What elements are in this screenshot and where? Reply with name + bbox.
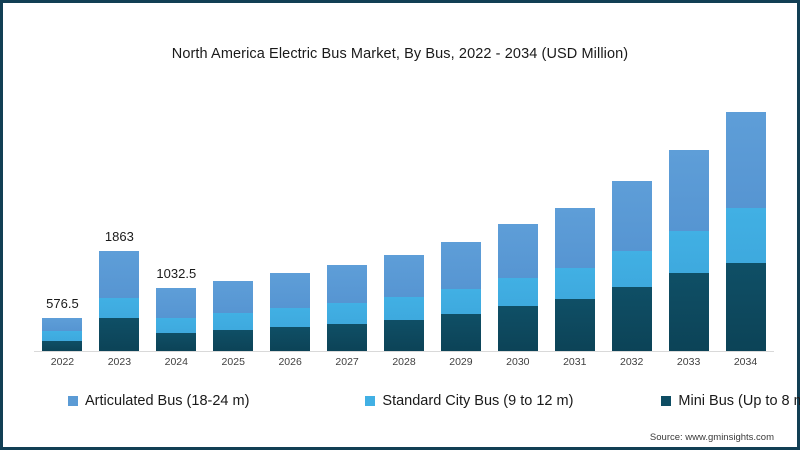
bar-column[interactable] — [432, 86, 489, 351]
stacked-bar[interactable] — [725, 112, 766, 351]
bar-segment[interactable] — [213, 281, 254, 313]
bar-segment[interactable] — [156, 318, 197, 333]
stacked-bar[interactable] — [440, 242, 481, 351]
bar-segment[interactable] — [327, 303, 368, 324]
x-axis-tick-labels: 2022 2023 2024 2025 2026 2027 2028 2029 2030 2031… — [34, 356, 774, 368]
x-axis-tick-label: 2026 — [278, 356, 302, 368]
bar-segment[interactable] — [42, 331, 83, 341]
bar-column[interactable] — [603, 86, 660, 351]
x-axis-tick-label: 2032 — [620, 356, 644, 368]
bar-segment[interactable] — [611, 251, 652, 287]
legend-label: Standard City Bus (9 to 12 m) — [382, 393, 574, 409]
bar-segment[interactable] — [99, 251, 140, 298]
bar-segment[interactable] — [383, 255, 424, 297]
x-axis-tick-label: 2030 — [506, 356, 530, 368]
bar-value-label: 1863 — [104, 229, 134, 244]
legend-item-mini-bus[interactable]: Mini Bus (Up to 8 m) — [661, 393, 800, 409]
source-attribution: Source: www.gminsights.com — [649, 432, 774, 443]
bar-segment[interactable] — [99, 318, 140, 351]
bar-column[interactable] — [546, 86, 603, 351]
bar-value-label: 576.5 — [46, 296, 79, 311]
stacked-bar[interactable] — [156, 288, 197, 351]
x-axis-tick-label: 2031 — [563, 356, 587, 368]
legend-swatch-icon — [68, 396, 78, 406]
chart-legend: Articulated Bus (18-24 m) Standard City … — [34, 393, 800, 409]
bar-segment[interactable] — [270, 308, 311, 327]
bar-column[interactable]: 1863 — [91, 86, 148, 351]
bar-segment[interactable] — [213, 313, 254, 330]
bar-segment[interactable] — [42, 318, 83, 331]
x-axis-tick-label: 2033 — [676, 356, 701, 368]
bar-segment[interactable] — [213, 330, 254, 351]
x-axis-tick-label: 2022 — [50, 356, 75, 368]
bar-segment[interactable] — [554, 299, 595, 351]
bar-segment[interactable] — [611, 181, 652, 251]
legend-swatch-icon — [661, 396, 672, 406]
bar-segment[interactable] — [725, 208, 766, 263]
bar-segment[interactable] — [497, 278, 538, 306]
bar-segment[interactable] — [440, 242, 481, 289]
x-axis-tick-label: 2027 — [335, 356, 359, 368]
stacked-bar[interactable] — [554, 208, 595, 351]
chart-title: North America Electric Bus Market, By Bu… — [171, 46, 629, 62]
bar-column[interactable] — [205, 86, 262, 351]
x-axis-tick-label: 2028 — [392, 356, 416, 368]
stacked-bar[interactable] — [99, 251, 140, 351]
bar-segment[interactable] — [99, 298, 140, 318]
x-axis-tick-label: 2025 — [221, 356, 245, 368]
bar-segment[interactable] — [270, 273, 311, 308]
bar-column[interactable]: 576.5 — [34, 86, 91, 351]
bar-segment[interactable] — [668, 231, 709, 273]
bar-segment[interactable] — [554, 268, 595, 299]
bar-column[interactable] — [660, 86, 717, 351]
bar-segment[interactable] — [327, 265, 368, 303]
legend-label: Articulated Bus (18-24 m) — [85, 393, 250, 409]
bar-segment[interactable] — [554, 208, 595, 268]
stacked-bar[interactable] — [383, 255, 424, 351]
bar-segment[interactable] — [497, 224, 538, 278]
bar-segment[interactable] — [497, 306, 538, 351]
bar-segment[interactable] — [440, 289, 481, 314]
bar-segment[interactable] — [327, 324, 368, 351]
stacked-bar[interactable] — [497, 224, 538, 351]
legend-item-standard-city-bus[interactable]: Standard City Bus (9 to 12 m) — [365, 393, 573, 409]
bar-segment[interactable] — [725, 263, 766, 351]
legend-label: Mini Bus (Up to 8 m) — [678, 393, 800, 409]
x-axis-tick-label: 2024 — [164, 356, 188, 368]
bar-column[interactable] — [489, 86, 546, 351]
x-axis-tick-label: 2029 — [449, 356, 473, 368]
stacked-bar[interactable] — [668, 150, 709, 351]
bar-column[interactable] — [376, 86, 433, 351]
stacked-bar[interactable] — [327, 265, 368, 351]
chart-canvas: North America Electric Bus Market, By Bu… — [8, 8, 800, 443]
legend-swatch-icon — [365, 396, 376, 406]
bar-segment[interactable] — [725, 112, 766, 208]
bar-column[interactable] — [319, 86, 376, 351]
bar-segment[interactable] — [383, 320, 424, 351]
plot-area: 576.5 1863 1032.5 — [34, 86, 774, 351]
bar-segment[interactable] — [440, 314, 481, 351]
bar-segment[interactable] — [611, 287, 652, 351]
stacked-bar[interactable] — [42, 318, 83, 351]
bar-segment[interactable] — [383, 297, 424, 320]
x-axis-tick-label: 2023 — [107, 356, 132, 368]
bar-segment[interactable] — [668, 150, 709, 231]
legend-item-articulated-bus[interactable]: Articulated Bus (18-24 m) — [68, 393, 249, 409]
bar-segment[interactable] — [270, 327, 311, 351]
bar-group: 576.5 1863 1032.5 — [34, 86, 774, 351]
x-axis-tick-label: 2034 — [733, 356, 758, 368]
stacked-bar[interactable] — [270, 273, 311, 351]
bar-column[interactable] — [262, 86, 319, 351]
stacked-bar[interactable] — [213, 281, 254, 351]
bar-segment[interactable] — [42, 341, 83, 351]
stacked-bar[interactable] — [611, 181, 652, 351]
bar-segment[interactable] — [156, 333, 197, 351]
bar-column[interactable]: 1032.5 — [148, 86, 205, 351]
bar-value-label: 1032.5 — [156, 266, 197, 281]
bar-column[interactable] — [717, 86, 774, 351]
axis-baseline — [34, 351, 774, 352]
bar-segment[interactable] — [156, 288, 197, 318]
bar-segment[interactable] — [668, 273, 709, 351]
